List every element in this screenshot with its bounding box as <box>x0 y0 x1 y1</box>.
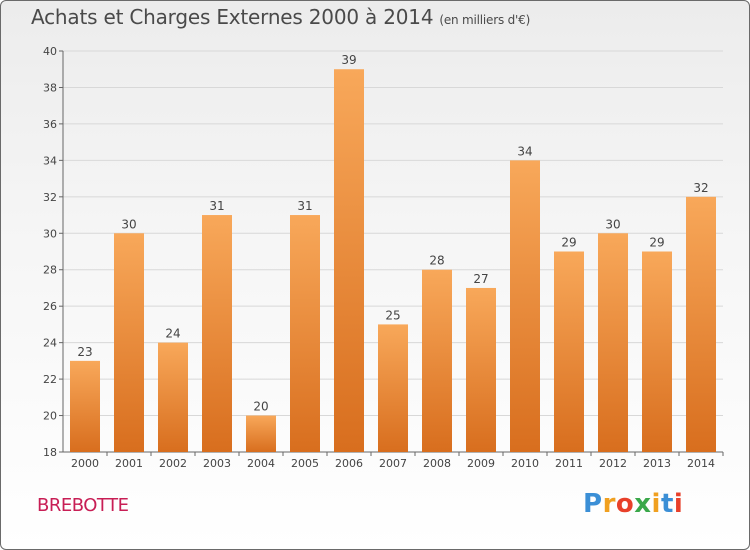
x-tick-label: 2008 <box>423 457 451 470</box>
data-label: 25 <box>385 308 400 322</box>
y-tick-label: 26 <box>43 300 57 313</box>
logo-letter: r <box>602 489 616 519</box>
bar <box>598 233 628 452</box>
data-label: 34 <box>517 144 532 158</box>
bar <box>70 360 100 452</box>
y-tick-label: 24 <box>43 337 57 350</box>
x-tick-label: 2014 <box>687 457 715 470</box>
data-label: 39 <box>341 53 356 67</box>
bar <box>510 160 540 452</box>
y-tick-label: 38 <box>43 81 57 94</box>
data-label: 32 <box>693 181 708 195</box>
data-label: 31 <box>297 199 312 213</box>
logo-letter: i <box>673 489 684 519</box>
logo-letter: P <box>583 489 603 519</box>
x-tick-label: 2007 <box>379 457 407 470</box>
x-tick-label: 2010 <box>511 457 539 470</box>
x-tick-label: 2001 <box>115 457 143 470</box>
y-tick-label: 32 <box>43 191 57 204</box>
y-tick-label: 34 <box>43 154 57 167</box>
data-label: 23 <box>77 345 92 359</box>
logo-letter: t <box>660 489 674 519</box>
y-tick-label: 20 <box>43 410 57 423</box>
bar <box>246 415 276 452</box>
x-tick-label: 2002 <box>159 457 187 470</box>
bar <box>554 251 584 452</box>
label-layer: 23 30 24 31 20 31 39 25 28 27 34 29 30 29 32 <box>77 53 708 413</box>
bar <box>642 251 672 452</box>
bar <box>114 233 144 452</box>
logo-letter: x <box>634 489 652 519</box>
data-label: 24 <box>165 327 180 341</box>
bar-layer <box>70 69 716 453</box>
commune-name: BREBOTTE <box>37 495 129 516</box>
chart-subtitle: (en milliers d'€) <box>439 13 531 27</box>
data-label: 20 <box>253 400 268 414</box>
x-tick-label: 2012 <box>599 457 627 470</box>
bar <box>290 215 320 452</box>
y-tick-label: 22 <box>43 373 57 386</box>
bar <box>686 196 716 452</box>
data-label: 28 <box>429 254 444 268</box>
logo-letter: o <box>615 489 635 519</box>
x-tick-label: 2013 <box>643 457 671 470</box>
bar <box>466 287 496 452</box>
y-tick-label: 40 <box>43 45 57 58</box>
y-tick-label: 30 <box>43 227 57 240</box>
x-tick-label: 2009 <box>467 457 495 470</box>
data-label: 31 <box>209 199 224 213</box>
data-label: 29 <box>649 236 664 250</box>
y-tick-label: 28 <box>43 264 57 277</box>
x-tick-label: 2000 <box>71 457 99 470</box>
data-label: 29 <box>561 236 576 250</box>
x-tick-label: 2011 <box>555 457 583 470</box>
chart-title-block: Achats et Charges Externes 2000 à 2014 (e… <box>31 5 530 29</box>
bar <box>202 215 232 452</box>
logo-letter: i <box>651 489 661 519</box>
bar <box>334 69 364 453</box>
y-tick-label: 36 <box>43 118 57 131</box>
x-tick-label: 2005 <box>291 457 319 470</box>
x-tick-label: 2004 <box>247 457 275 470</box>
chart-title: Achats et Charges Externes 2000 à 2014 <box>31 5 434 29</box>
data-label: 30 <box>605 217 620 231</box>
bar <box>158 342 188 452</box>
x-tick-label: 2003 <box>203 457 231 470</box>
bar <box>422 269 452 452</box>
bar <box>378 324 408 452</box>
data-label: 30 <box>121 217 136 231</box>
y-tick-label: 18 <box>43 446 57 459</box>
proxiti-logo: Proxiti <box>583 489 683 519</box>
x-tick-label: 2006 <box>335 457 363 470</box>
data-label: 27 <box>473 272 488 286</box>
